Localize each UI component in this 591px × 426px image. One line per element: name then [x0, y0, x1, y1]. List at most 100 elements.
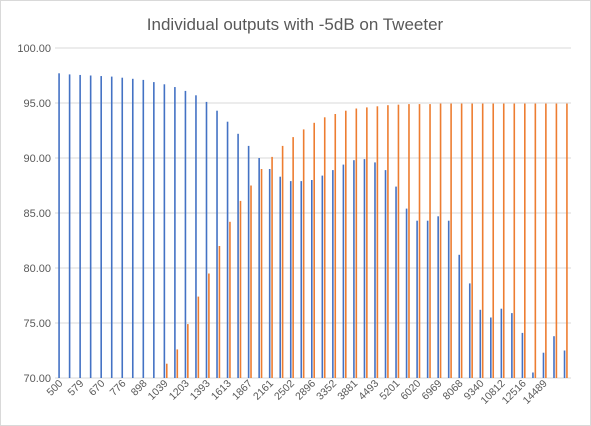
woofer-bar: [395, 186, 397, 378]
woofer-bar: [563, 350, 566, 378]
woofer-bar: [384, 170, 387, 378]
woofer-bar: [195, 95, 197, 379]
woofer-bar: [68, 74, 71, 379]
woofer-bar: [79, 74, 81, 378]
woofer-bar: [300, 181, 303, 378]
woofer-bar: [258, 158, 260, 378]
x-tick-label: 579: [66, 378, 87, 399]
tweeter-bar: [344, 110, 347, 378]
woofer-bar: [553, 336, 555, 378]
tweeter-bar: [439, 103, 442, 379]
x-tick-label: 670: [87, 378, 108, 399]
tweeter-bar: [545, 103, 547, 379]
woofer-bar: [363, 159, 366, 378]
tweeter-bar: [281, 145, 284, 378]
woofer-bar: [89, 75, 92, 378]
woofer-bar: [131, 78, 134, 379]
x-tick-label: 3352: [314, 378, 339, 403]
woofer-bar: [289, 181, 292, 378]
tweeter-bar: [197, 296, 200, 378]
woofer-bar: [184, 90, 187, 379]
woofer-bar: [174, 87, 176, 379]
woofer-bar: [332, 170, 334, 378]
y-tick-label: 70.00: [23, 373, 51, 385]
woofer-bar: [205, 101, 208, 379]
woofer-bar: [468, 283, 471, 378]
woofer-bar: [521, 332, 524, 378]
woofer-bar: [110, 76, 113, 378]
x-tick-label: 5201: [377, 378, 402, 403]
tweeter-bar: [229, 221, 231, 378]
tweeter-bar: [334, 114, 337, 378]
tweeter-bar: [302, 129, 305, 378]
tweeter-bar: [355, 108, 358, 378]
woofer-bar: [437, 216, 439, 378]
x-tick-label: 8068: [441, 378, 466, 403]
tweeter-bar: [513, 103, 516, 379]
tweeter-bar: [471, 103, 473, 379]
x-tick-label: 14489: [521, 378, 550, 407]
tweeter-bar: [387, 105, 389, 378]
woofer-bar: [163, 84, 166, 379]
x-tick-label: 1039: [146, 378, 171, 403]
woofer-bar: [353, 160, 355, 378]
woofer-bar: [479, 309, 482, 378]
tweeter-bar: [208, 273, 210, 378]
y-axis-ticks: 70.00 75.00 80.00 85.00 90.00 95.00 100.00: [17, 43, 51, 385]
y-tick-label: 85.00: [23, 208, 51, 220]
x-tick-label: 776: [108, 378, 129, 399]
woofer-bar: [279, 176, 282, 378]
y-tick-label: 75.00: [23, 318, 51, 330]
bar-series: [58, 73, 568, 379]
tweeter-bar: [376, 106, 379, 379]
chart-title: Individual outputs with -5dB on Tweeter: [147, 15, 444, 34]
x-tick-label: 3881: [335, 378, 360, 403]
woofer-bar: [500, 308, 503, 378]
tweeter-bar: [323, 117, 326, 379]
y-tick-label: 80.00: [23, 263, 51, 275]
tweeter-bar: [408, 104, 410, 378]
woofer-bar: [416, 220, 418, 378]
woofer-bar: [374, 162, 376, 378]
woofer-bar: [121, 77, 124, 378]
x-axis-ticks: 500 579 670 776 8981039120313931613186721612…: [45, 378, 550, 407]
tweeter-bar: [176, 349, 179, 378]
woofer-bar: [58, 73, 60, 379]
tweeter-bar: [502, 103, 505, 379]
tweeter-bar: [429, 104, 431, 378]
x-tick-label: 2502: [272, 378, 297, 403]
tweeter-bar: [460, 103, 463, 379]
tweeter-bar: [218, 246, 221, 378]
woofer-bar: [142, 79, 145, 379]
x-tick-label: 1867: [230, 378, 255, 403]
tweeter-bar: [524, 103, 526, 379]
tweeter-bar: [366, 107, 368, 379]
x-tick-label: 1203: [167, 378, 192, 403]
tweeter-bar: [481, 103, 484, 379]
woofer-bar: [490, 317, 492, 378]
woofer-bar: [447, 220, 450, 378]
woofer-bar: [226, 121, 229, 378]
tweeter-bar: [292, 137, 294, 378]
tweeter-bar: [239, 200, 242, 378]
tweeter-bar: [397, 104, 400, 379]
tweeter-bar: [555, 103, 558, 379]
y-tick-label: 100.00: [17, 43, 51, 55]
woofer-bar: [342, 164, 345, 378]
y-tick-label: 90.00: [23, 153, 51, 165]
tweeter-bar: [450, 103, 452, 379]
woofer-bar: [458, 254, 461, 378]
x-tick-label: 4493: [356, 378, 381, 403]
woofer-bar: [426, 220, 429, 378]
tweeter-bar: [492, 103, 495, 379]
woofer-bar: [100, 76, 102, 379]
x-tick-label: 6969: [419, 378, 444, 403]
y-tick-label: 95.00: [23, 98, 51, 110]
tweeter-bar: [250, 185, 252, 378]
x-tick-label: 2896: [293, 378, 318, 403]
woofer-bar: [542, 352, 545, 378]
woofer-bar: [153, 82, 155, 378]
x-tick-label: 1393: [188, 378, 213, 403]
